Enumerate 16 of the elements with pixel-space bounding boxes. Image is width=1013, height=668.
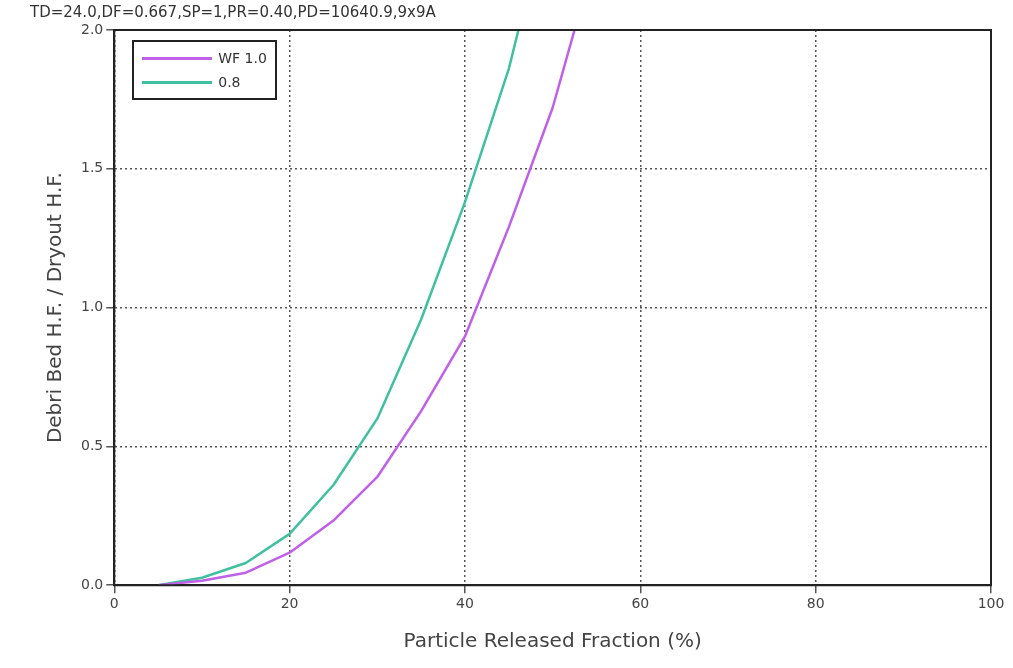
x-axis-title: Particle Released Fraction (%) [403,628,702,653]
x-tick-label: 20 [280,595,299,612]
x-tick-label: 80 [806,595,825,612]
y-axis-title: Debri Bed H.F. / Dryout H.F. [42,172,67,444]
chart-title: TD=24.0,DF=0.667,SP=1,PR=0.40,PD=10640.9,9x9A [29,2,437,21]
legend-label: WF 1.0 [218,50,267,66]
y-tick-label: 2.0 [81,20,104,37]
y-tick-label: 1.5 [81,159,104,176]
x-tick-label: 60 [631,595,650,612]
y-tick-label: 0.5 [81,437,104,454]
x-tick-label: 40 [456,595,474,612]
y-tick-label: 1.0 [81,298,104,315]
legend-label: 0.8 [218,74,241,90]
x-tick-label: 0 [109,595,119,612]
y-tick-label: 0.0 [81,575,104,592]
x-tick-label: 100 [977,595,1005,612]
